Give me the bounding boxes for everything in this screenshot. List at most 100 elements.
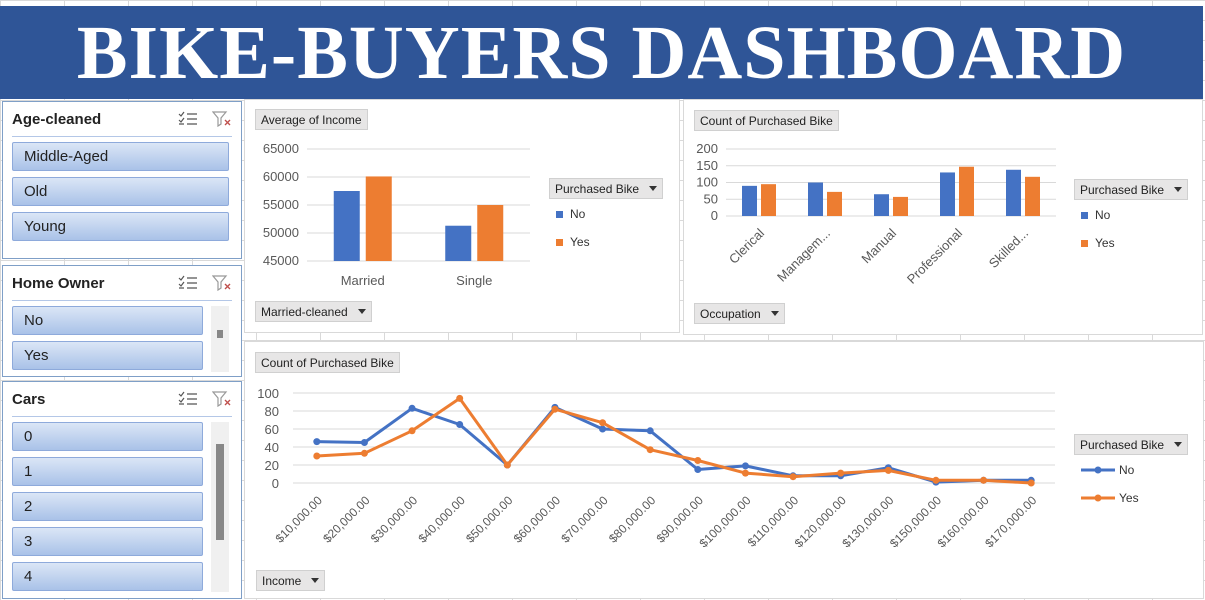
y-tick-label: 200 [696, 141, 718, 156]
legend-item-yes: Yes [1081, 484, 1139, 512]
slicer-header: Home Owner [12, 266, 232, 301]
bar-no [333, 191, 360, 261]
slicer-item[interactable]: 0 [12, 422, 203, 451]
x-tick-label: $50,000.00 [463, 493, 516, 546]
slicer-home-owner: Home Owner No Yes [2, 265, 242, 377]
bar-yes [893, 196, 908, 216]
legend-field-button[interactable]: Purchased Bike [1074, 434, 1189, 455]
x-tick-label: Professional [904, 225, 965, 286]
value-field-button[interactable]: Count of Purchased Bike [255, 352, 400, 373]
bar-yes [827, 191, 842, 216]
axis-field-button[interactable]: Married-cleaned [255, 301, 372, 322]
slicer-item[interactable]: Young [12, 212, 229, 241]
slicer-item[interactable]: 2 [12, 492, 203, 521]
slicer-scrollbar[interactable] [211, 422, 229, 592]
legend-line-swatch [1081, 494, 1115, 502]
y-tick-label: 65000 [263, 141, 299, 156]
y-tick-label: 150 [696, 158, 718, 173]
x-tick-label: $60,000.00 [511, 493, 564, 546]
dropdown-caret-icon [1174, 187, 1183, 192]
dashboard-title: BIKE-BUYERS DASHBOARD [76, 10, 1127, 95]
multi-select-icon[interactable] [178, 391, 198, 407]
legend-field-button[interactable]: Purchased Bike [549, 178, 664, 199]
value-field-button[interactable]: Count of Purchased Bike [694, 110, 839, 131]
x-tick-label: $20,000.00 [320, 493, 373, 546]
legend-field-label: Purchased Bike [555, 181, 640, 196]
legend-field-button[interactable]: Purchased Bike [1074, 179, 1189, 200]
legend-label: Yes [1095, 236, 1115, 250]
legend-item-no: No [1081, 456, 1139, 484]
point-yes [456, 394, 464, 402]
x-tick-label: Single [456, 273, 492, 288]
income-bar-chart: 65000 60000 55000 50000 45000 Married Single [263, 141, 530, 288]
chart-legend: No Yes [1081, 456, 1139, 512]
point-yes [599, 419, 607, 427]
bar-yes [959, 166, 974, 216]
legend-label: No [1119, 463, 1135, 477]
value-field-button[interactable]: Average of Income [255, 109, 368, 130]
slicer-scrollbar[interactable] [211, 306, 229, 372]
x-tick-label: $100,000.00 [696, 493, 753, 550]
point-yes [1027, 479, 1035, 487]
slicer-title: Age-cleaned [12, 110, 102, 128]
income-line-chart: 100 80 60 40 20 0 $10,000.00$20,000.00$30,000.… [257, 386, 1055, 550]
chart-legend: No Yes [556, 200, 590, 256]
chart-panel-income: Average of Income 65000 60000 55000 50000 45… [244, 99, 680, 333]
legend-swatch [1081, 211, 1088, 219]
point-yes [980, 476, 988, 484]
slicer-item[interactable]: 4 [12, 562, 203, 591]
clear-filter-icon[interactable] [212, 275, 232, 291]
dropdown-caret-icon [311, 578, 320, 583]
scrollbar-thumb[interactable] [216, 444, 224, 540]
point-yes [932, 476, 940, 484]
point-yes [837, 469, 845, 477]
x-tick-label: $170,000.00 [982, 493, 1039, 550]
bar-no [445, 225, 472, 261]
legend-item-no: No [1081, 201, 1115, 229]
slicer-item[interactable]: Old [12, 177, 229, 206]
legend-item-yes: Yes [556, 228, 590, 256]
point-no [646, 427, 654, 435]
y-tick-label: 50 [704, 191, 718, 206]
slicer-item[interactable]: Yes [12, 341, 203, 370]
point-no [599, 425, 607, 433]
legend-item-no: No [556, 200, 590, 228]
point-yes [408, 427, 416, 435]
y-tick-label: 60 [265, 422, 279, 437]
slicer-item[interactable]: Middle-Aged [12, 142, 229, 171]
clear-filter-icon[interactable] [212, 111, 232, 127]
x-tick-label: Manual [858, 225, 899, 266]
y-tick-label: 45000 [263, 253, 299, 268]
legend-label: No [1095, 208, 1111, 222]
x-tick-label: Married [341, 273, 385, 288]
series-line-yes [316, 396, 1032, 485]
dashboard-banner: BIKE-BUYERS DASHBOARD [0, 6, 1203, 99]
axis-field-button[interactable]: Income [256, 570, 326, 591]
x-tick-label: Clerical [726, 225, 767, 266]
slicer-item[interactable]: 1 [12, 457, 203, 486]
bar-yes [1025, 176, 1040, 216]
legend-item-yes: Yes [1081, 229, 1115, 257]
slicer-item[interactable]: 3 [12, 527, 203, 556]
point-no [408, 404, 416, 412]
scrollbar-thumb[interactable] [217, 330, 223, 338]
series-line-no [316, 405, 1032, 484]
bar-no [940, 172, 955, 216]
point-no [456, 421, 464, 428]
point-yes [551, 405, 559, 413]
multi-select-icon[interactable] [178, 275, 198, 291]
clear-filter-icon[interactable] [212, 391, 232, 407]
multi-select-icon[interactable] [178, 111, 198, 127]
dropdown-caret-icon [357, 309, 366, 314]
axis-field-button[interactable]: Occupation [694, 303, 785, 324]
slicer-item[interactable]: No [12, 306, 203, 335]
chart-panel-income-line: Count of Purchased Bike 100 80 60 40 20 0 $10,… [244, 341, 1204, 599]
point-yes [741, 469, 749, 477]
bar-no [874, 194, 889, 216]
x-tick-label: $70,000.00 [558, 493, 611, 546]
point-yes [360, 449, 368, 457]
legend-swatch [1081, 239, 1088, 247]
axis-field-label: Occupation [700, 306, 761, 321]
y-tick-label: 80 [265, 404, 279, 419]
